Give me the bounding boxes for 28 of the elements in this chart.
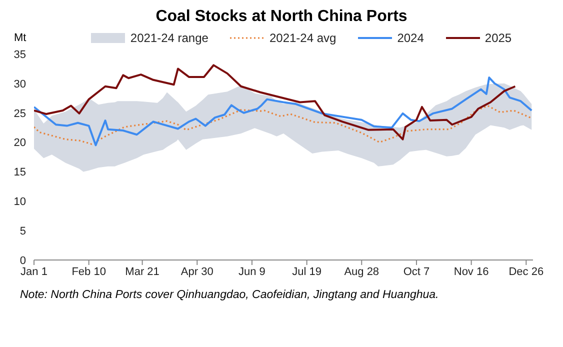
legend-label: 2024 (397, 31, 424, 45)
text: Note: North China Ports cover Qinhuangdao, Caofeidian, Jingtang and Huanghua. (20, 289, 440, 301)
y-tick-label: 25 (14, 108, 26, 120)
x-tick-label: Jul 19 (292, 266, 322, 278)
x-tick-label: Aug 28 (344, 266, 380, 278)
y-tick-label: 5 (20, 225, 26, 238)
legend-label: 2021-24 range (130, 31, 208, 45)
line-series (34, 64, 516, 140)
y-tick-label: 35 (14, 48, 26, 61)
y-axis-title: Mt (14, 32, 26, 44)
y-tick-label: 15 (14, 166, 26, 179)
x-tick-label: Oct 7 (403, 266, 430, 278)
legend-label: 2025 (484, 31, 512, 45)
x-tick-label: Nov 16 (454, 266, 489, 278)
line-series (34, 76, 533, 146)
legend-label: 2021-24 avg (269, 31, 336, 45)
x-tick-label: Jan 1 (20, 266, 48, 278)
y-tick-label: 0 (20, 254, 26, 267)
x-tick-label: Feb 10 (72, 266, 106, 278)
chart-title: Coal Stocks at North China Ports (154, 8, 408, 27)
x-tick-label: Dec 26 (508, 266, 544, 278)
x-tick-label: Jun 9 (238, 266, 266, 278)
x-tick-label: Mar 21 (125, 266, 160, 278)
y-tick-label: 10 (14, 196, 26, 208)
y-tick-label: 30 (14, 78, 26, 90)
x-tick-label: Apr 30 (180, 266, 214, 278)
line-series (34, 104, 532, 145)
y-tick-label: 20 (14, 137, 26, 150)
